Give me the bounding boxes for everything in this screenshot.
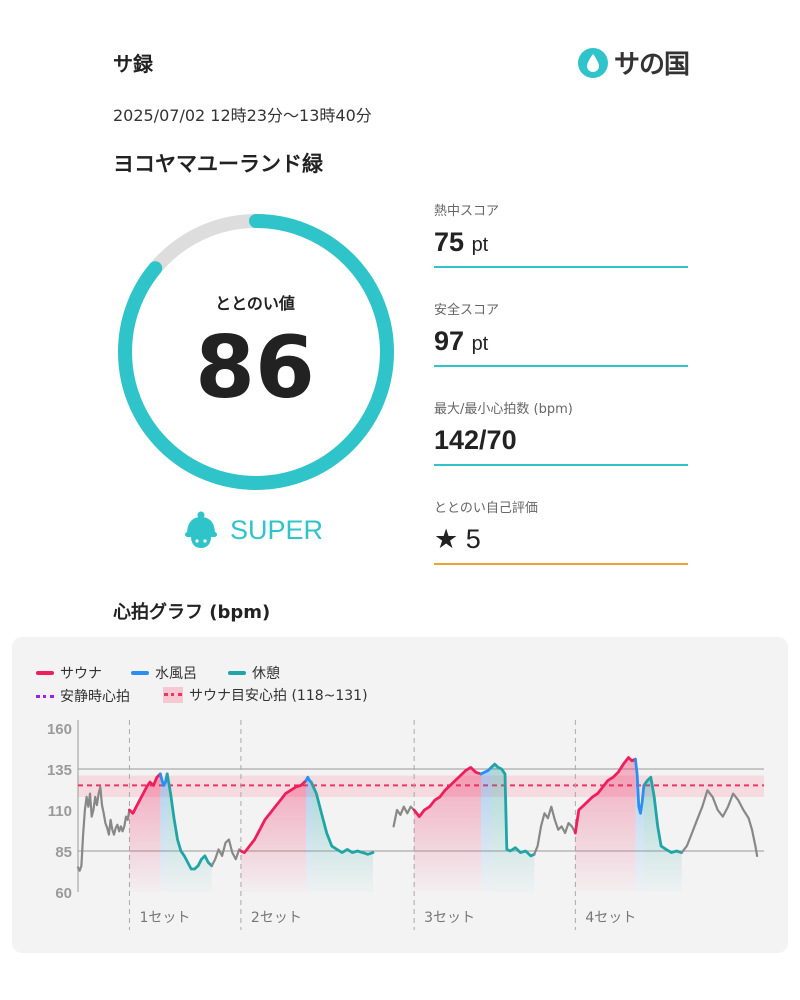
hr-line-rest: [165, 772, 214, 871]
stat-value: 75: [434, 227, 465, 257]
phase-area-sauna: [240, 780, 307, 892]
hr-line-other: [392, 805, 416, 828]
gauge-label: ととのい値: [215, 294, 295, 313]
rank-text: SUPER: [230, 514, 324, 545]
app-logo: サの国: [578, 44, 690, 81]
hr-line-water: [479, 766, 493, 776]
y-tick-label: 135: [47, 762, 72, 779]
legend-sauna: サウナ: [36, 663, 102, 683]
stat-value: 5: [465, 524, 481, 554]
phase-area-water: [160, 773, 168, 892]
phase-area-sauna: [129, 773, 161, 892]
legend-water: 水風呂: [131, 663, 197, 683]
phase-area-water: [481, 767, 492, 892]
stat-label: 最大/最小心拍数 (bpm): [434, 402, 573, 417]
session-datetime: 2025/07/02 12時23分～13時40分: [113, 106, 372, 125]
legend-target-hr: サウナ目安心拍 (118~131): [163, 685, 368, 705]
set-label: 1セット: [139, 910, 190, 926]
phase-area-rest: [491, 764, 535, 892]
legend-rest: 休憩: [228, 663, 280, 683]
hr-line-sauna: [573, 756, 637, 835]
set-label: 4セット: [585, 910, 636, 926]
hr-line-other: [533, 805, 577, 856]
phase-area-water: [306, 777, 312, 892]
hr-line-rest: [309, 780, 375, 856]
phase-area-sauna: [414, 767, 481, 892]
set-label: 2セット: [251, 910, 302, 926]
stat-value: 97: [434, 326, 465, 356]
water-drop-icon: [578, 47, 608, 78]
y-tick-label: 110: [48, 803, 72, 820]
stat-divider: [434, 464, 688, 466]
hr-line-other: [76, 785, 131, 872]
hr-line-water: [158, 772, 169, 787]
gauge-progress-arc: [118, 214, 394, 490]
phase-area-rest: [643, 777, 682, 892]
stat-heart-rate: 最大/最小心拍数 (bpm) 142/70: [434, 398, 688, 466]
stat-divider: [434, 266, 688, 268]
y-tick-label: 85: [55, 844, 72, 861]
facility-name: ヨコヤマユーランド緑: [113, 152, 323, 176]
stat-label: ととのい自己評価: [434, 501, 538, 516]
star-icon: ★: [434, 524, 459, 554]
y-tick-label: 60: [55, 885, 72, 902]
hr-line-other: [210, 838, 242, 867]
hr-line-water: [634, 757, 646, 815]
hr-line-sauna: [412, 766, 483, 818]
stat-label: 安全スコア: [434, 303, 500, 318]
app-title: サ録: [113, 52, 153, 76]
phase-area-sauna: [575, 757, 636, 892]
stat-label: 熱中スコア: [434, 204, 500, 219]
rank-badge: SUPER: [182, 510, 323, 550]
totonoi-gauge: [118, 214, 394, 490]
hr-line-sauna: [128, 772, 162, 815]
legend-resting-hr: 安静時心拍: [36, 686, 130, 706]
hr-line-rest: [642, 775, 684, 855]
sauna-hat-icon: [185, 511, 217, 548]
stat-unit: pt: [471, 234, 489, 256]
hr-line-sauna: [239, 779, 308, 855]
chart-title: 心拍グラフ (bpm): [113, 602, 271, 623]
stat-self-rating[interactable]: ととのい自己評価 ★ 5: [434, 497, 688, 565]
set-label: 3セット: [424, 910, 475, 926]
heart-rate-chart: 160 135 110 85 60 1セット 2セット 3セット 4セット: [47, 720, 764, 930]
stat-divider: [434, 365, 688, 367]
logo-text: サの国: [614, 50, 690, 80]
stat-value: 142/70: [434, 425, 517, 455]
gauge-value: 86: [195, 318, 315, 418]
phase-area-rest: [311, 782, 373, 892]
hr-line-other: [680, 789, 759, 857]
y-tick-label: 160: [47, 721, 72, 738]
stat-safety-score: 安全スコア 97 pt: [434, 299, 688, 367]
hr-line-rest: [489, 762, 536, 858]
stat-heat-score: 熱中スコア 75 pt: [434, 200, 688, 268]
stat-unit: pt: [471, 333, 489, 355]
stat-divider: [434, 563, 688, 565]
